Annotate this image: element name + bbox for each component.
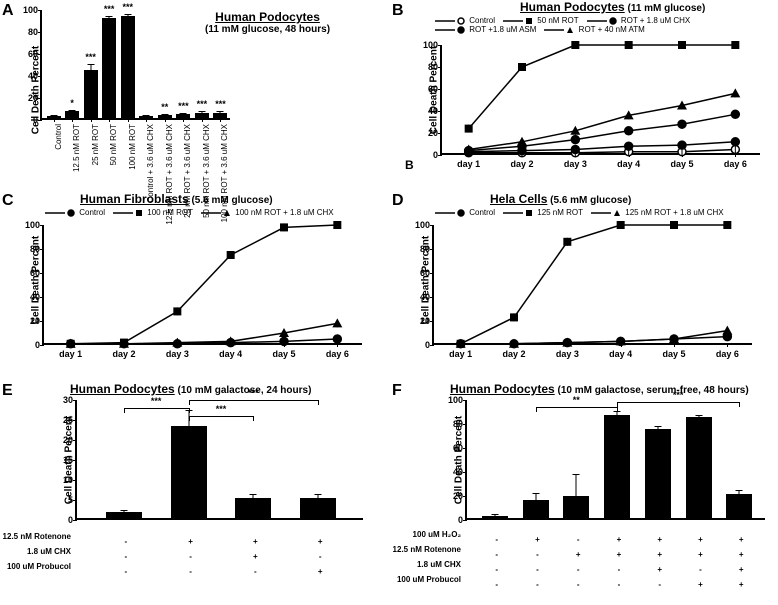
- chart-b: 020406080100day 1day 2day 3day 4day 5day…: [440, 45, 760, 155]
- legend-item: Control: [45, 208, 105, 217]
- title-d: Hela Cells: [490, 192, 547, 206]
- legend-item: ROT + 40 nM ATM: [544, 25, 644, 34]
- subtitle-d: (5.6 mM glucose): [550, 195, 631, 206]
- subtitle-b: (11 mM glucose): [627, 3, 705, 14]
- condition-value: -: [658, 580, 661, 589]
- bar: [65, 111, 79, 118]
- condition-value: -: [189, 567, 192, 576]
- bar: [726, 494, 752, 518]
- condition-label: 1.8 uM CHX: [2, 545, 77, 558]
- legend-item: 50 nM ROT: [503, 16, 579, 25]
- condition-value: -: [254, 567, 257, 576]
- condition-label: 12.5 nM Rotenone: [392, 543, 467, 556]
- bar: [235, 498, 271, 518]
- chart-f: 020406080100*****: [465, 400, 765, 520]
- bar: [523, 500, 549, 518]
- condition-label: 1.8 uM CHX: [392, 558, 467, 571]
- bar: [84, 70, 98, 118]
- chart-d: 020406080100day 1day 2day 3day 4day 5day…: [432, 225, 752, 345]
- panel-label: F: [392, 382, 402, 400]
- chart-c: 020406080100day 1day 2day 3day 4day 5day…: [42, 225, 362, 345]
- bar: [563, 496, 589, 518]
- chart-a: 020406080100Control*12.5 nM ROT***25 nM …: [40, 10, 230, 120]
- bar: [171, 426, 207, 518]
- legend-item: Control: [435, 16, 495, 25]
- panel-label: D: [392, 192, 404, 210]
- legend-item: 125 nM ROT + 1.8 uM CHX: [591, 208, 724, 217]
- chart-e: 051015202530*********: [75, 400, 363, 520]
- title-f: Human Podocytes: [450, 382, 555, 396]
- condition-label: 100 uM Probucol: [392, 573, 467, 586]
- title-a: Human Podocytes: [215, 10, 320, 24]
- condition-label: 100 uM Probucol: [2, 560, 77, 573]
- subtitle-e: (10 mM galactose, 24 hours): [177, 385, 311, 396]
- legend-item: ROT +1.8 uM ASM: [435, 25, 536, 34]
- bar: [121, 16, 135, 118]
- legend-item: 100 nM ROT: [113, 208, 193, 217]
- panel-label: C: [2, 192, 14, 210]
- subtitle-c: (5.6 mM glucose): [191, 195, 272, 206]
- condition-value: +: [318, 567, 323, 576]
- bar: [106, 512, 142, 518]
- legend-item: Control: [435, 208, 495, 217]
- title-e: Human Podocytes: [70, 382, 175, 396]
- bar: [300, 498, 336, 518]
- bar: [482, 516, 508, 518]
- panel-label: A: [2, 2, 14, 20]
- panel-label: B: [392, 2, 404, 20]
- bar: [604, 415, 630, 518]
- title-c: Human Fibroblasts: [80, 192, 189, 206]
- condition-value: -: [124, 567, 127, 576]
- bar: [645, 429, 671, 518]
- legend-item: 100 nM ROT + 1.8 uM CHX: [201, 208, 334, 217]
- condition-label: 12.5 nM Rotenone: [2, 530, 77, 543]
- condition-value: -: [495, 580, 498, 589]
- legend-item: 125 nM ROT: [503, 208, 583, 217]
- title-b: Human Podocytes: [520, 0, 625, 14]
- bar: [686, 417, 712, 518]
- condition-value: -: [618, 580, 621, 589]
- legend-item: ROT + 1.8 uM CHX: [587, 16, 691, 25]
- panel-label: E: [2, 382, 13, 400]
- bar: [102, 18, 116, 118]
- condition-value: +: [739, 580, 744, 589]
- condition-value: -: [577, 580, 580, 589]
- condition-value: -: [536, 580, 539, 589]
- condition-label: 100 uM H₂O₂: [392, 528, 467, 541]
- subtitle-f: (10 mM galactose, serum-free, 48 hours): [557, 385, 748, 396]
- condition-value: +: [698, 580, 703, 589]
